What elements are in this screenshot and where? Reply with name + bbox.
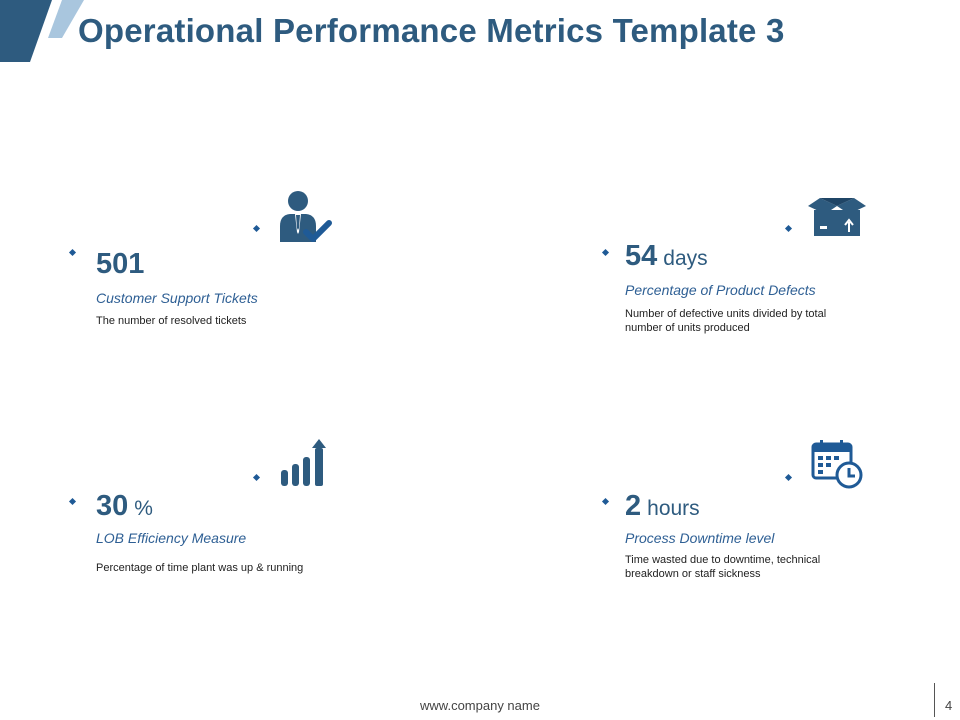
metric-description: Number of defective units divided by tot… (625, 308, 827, 334)
calendar-clock-icon (811, 440, 863, 489)
metric-value: 501 (96, 248, 145, 280)
open-box-icon (808, 198, 866, 236)
metric-label: Process Downtime level (625, 530, 775, 546)
metric-description: The number of resolved tickets (96, 315, 247, 327)
metric-description: Time wasted due to downtime, technical b… (625, 554, 821, 580)
footer-website: www.company name (420, 698, 540, 713)
metric-description: Percentage of time plant was up & runnin… (96, 562, 304, 574)
metric-value: 54 days (625, 240, 708, 272)
page-number-divider (934, 683, 935, 717)
growth-bar-chart-icon (281, 439, 326, 486)
slide-title: Operational Performance Metrics Template… (78, 12, 785, 49)
metric-label: Percentage of Product Defects (625, 282, 816, 298)
metric-value: 2 hours (625, 490, 700, 522)
metric-value: 30% (96, 490, 153, 522)
corner-decoration (0, 0, 84, 62)
page-number: 4 (945, 698, 953, 713)
metric-label: LOB Efficiency Measure (96, 530, 247, 546)
support-agent-check-icon (280, 191, 332, 242)
metric-label: Customer Support Tickets (96, 290, 258, 306)
